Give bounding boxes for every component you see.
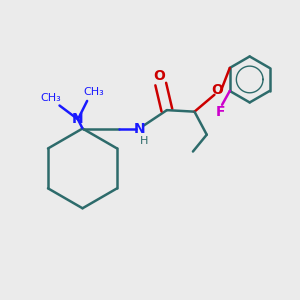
- Text: CH₃: CH₃: [40, 93, 61, 103]
- Text: O: O: [153, 69, 165, 83]
- Text: N: N: [134, 122, 145, 136]
- Text: N: N: [72, 112, 84, 126]
- Text: F: F: [216, 105, 225, 119]
- Text: O: O: [212, 83, 224, 97]
- Text: CH₃: CH₃: [83, 87, 104, 97]
- Text: H: H: [140, 136, 148, 146]
